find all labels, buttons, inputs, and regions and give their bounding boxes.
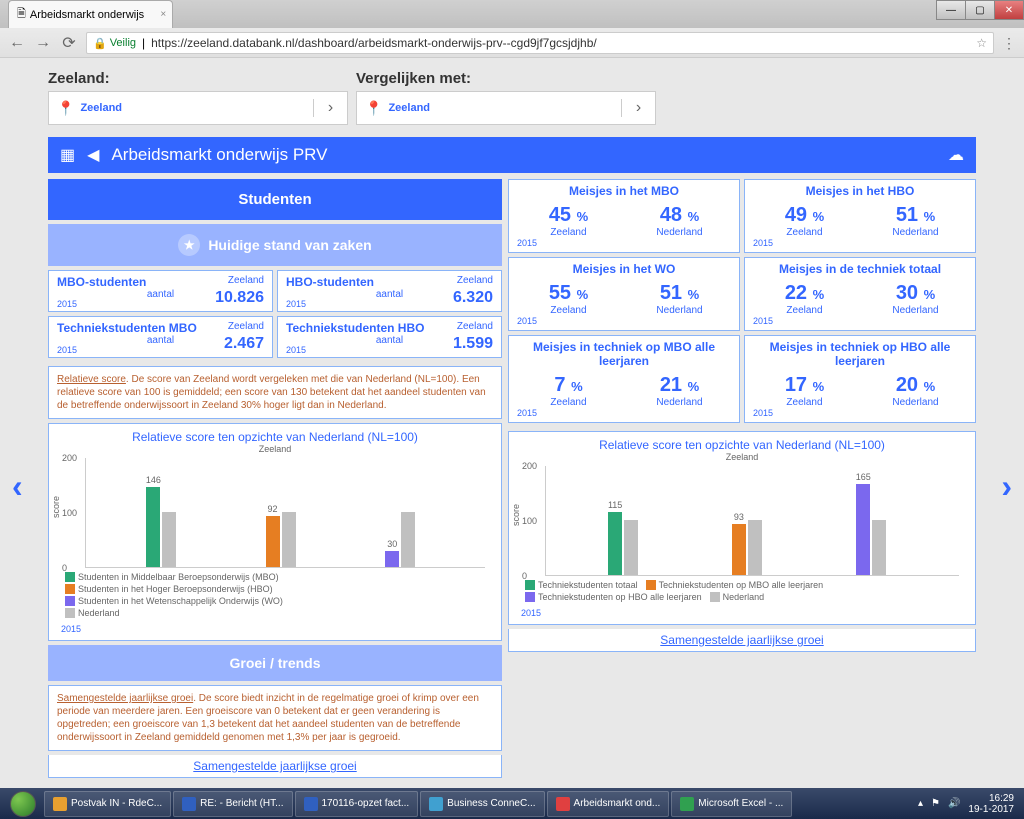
bar-group: 92 — [266, 512, 296, 567]
back-button[interactable]: ← — [8, 34, 26, 52]
bar-group: 115 — [608, 512, 638, 575]
section-banner-studenten: Studenten — [48, 179, 502, 220]
page-content: Zeeland: 📍Zeeland › Vergelijken met: 📍Ze… — [0, 58, 1024, 788]
chevron-right-icon[interactable]: › — [621, 99, 655, 117]
carousel-prev[interactable]: ‹ — [12, 468, 23, 505]
bar-group: 165 — [856, 484, 886, 575]
address-bar: ← → ⟳ 🔒 Veilig | https://zeeland.databan… — [0, 28, 1024, 58]
page-icon: 🗎 — [17, 5, 26, 24]
selector-label-right: Vergelijken met: — [356, 70, 656, 87]
taskbar: Postvak IN - RdeC...RE: - Bericht (HT...… — [0, 788, 1024, 819]
maximize-button[interactable]: ▢ — [965, 0, 995, 20]
tray-icon[interactable]: 🔊 — [948, 798, 960, 809]
forward-button[interactable]: → — [34, 34, 52, 52]
kpi-card[interactable]: Meisjes in het WO 55 %Zeeland 51 %Nederl… — [508, 257, 740, 331]
kpi-card[interactable]: Meisjes in techniek op MBO alle leerjare… — [508, 335, 740, 423]
link-samengestelde-right[interactable]: Samengestelde jaarlijkse groei — [508, 629, 976, 652]
tray-icon[interactable]: ▴ — [918, 798, 923, 809]
dashboard-title: Arbeidsmarkt onderwijs PRV — [111, 145, 327, 165]
bar-group: 146 — [146, 487, 176, 567]
section-banner-stand: ★ Huidige stand van zaken — [48, 224, 502, 266]
legend-item: Techniekstudenten op HBO alle leerjaren — [525, 592, 702, 602]
legend-item: Studenten in het Hoger Beroepsonderwijs … — [65, 584, 273, 594]
legend-item: Nederland — [65, 608, 120, 618]
stat-card[interactable]: HBO-studenten aantal Zeeland 6.320 2015 — [277, 270, 502, 312]
browser-tab[interactable]: 🗎 Arbeidsmarkt onderwijs × — [8, 0, 173, 28]
window-controls: — ▢ ✕ — [937, 0, 1024, 20]
dashboard-grid: Studenten ★ Huidige stand van zaken MBO-… — [48, 179, 976, 778]
minimize-button[interactable]: — — [936, 0, 966, 20]
chevron-right-icon[interactable]: › — [313, 99, 347, 117]
stat-card[interactable]: MBO-studenten aantal Zeeland 10.826 2015 — [48, 270, 273, 312]
taskbar-item[interactable]: 170116-opzet fact... — [295, 791, 419, 817]
bar-group: 30 — [385, 512, 415, 567]
legend-item: Studenten in het Wetenschappelijk Onderw… — [65, 596, 283, 606]
reload-button[interactable]: ⟳ — [60, 34, 78, 52]
secure-badge: 🔒 Veilig — [93, 37, 136, 50]
legend-item: Techniekstudenten op MBO alle leerjaren — [646, 580, 824, 590]
region-select-right[interactable]: 📍Zeeland › — [356, 91, 656, 125]
chart-relatieve-score-right: Relatieve score ten opzichte van Nederla… — [508, 431, 976, 625]
url-text: https://zeeland.databank.nl/dashboard/ar… — [151, 36, 597, 50]
tab-bar: 🗎 Arbeidsmarkt onderwijs × — ▢ ✕ — [0, 0, 1024, 28]
bar-group: 93 — [732, 520, 762, 575]
info-groei: Samengestelde jaarlijkse groei. De score… — [48, 685, 502, 751]
back-icon[interactable]: ◀ — [87, 145, 99, 165]
stat-card[interactable]: Techniekstudenten MBO aantal Zeeland 2.4… — [48, 316, 273, 358]
left-column: Studenten ★ Huidige stand van zaken MBO-… — [48, 179, 502, 778]
pin-icon: 📍 — [365, 100, 382, 117]
taskbar-item[interactable]: Microsoft Excel - ... — [671, 791, 792, 817]
link-samengestelde-left[interactable]: Samengestelde jaarlijkse groei — [48, 755, 502, 778]
start-button[interactable] — [4, 790, 42, 818]
info-relatieve-score: Relatieve score. De score van Zeeland wo… — [48, 366, 502, 419]
taskbar-item[interactable]: Arbeidsmarkt ond... — [547, 791, 670, 817]
tray-icon[interactable]: ⚑ — [931, 798, 940, 809]
kpi-card[interactable]: Meisjes in het MBO 45 %Zeeland 48 %Neder… — [508, 179, 740, 253]
close-icon[interactable]: × — [160, 9, 166, 20]
section-banner-groei: Groei / trends — [48, 645, 502, 681]
carousel-next[interactable]: › — [1001, 468, 1012, 505]
close-button[interactable]: ✕ — [994, 0, 1024, 20]
pin-icon: 📍 — [57, 100, 74, 117]
kpi-card[interactable]: Meisjes in de techniek totaal 22 %Zeelan… — [744, 257, 976, 331]
browser-chrome: 🗎 Arbeidsmarkt onderwijs × — ▢ ✕ ← → ⟳ 🔒… — [0, 0, 1024, 58]
tab-title: Arbeidsmarkt onderwijs — [30, 9, 144, 21]
kpi-card[interactable]: Meisjes in techniek op HBO alle leerjare… — [744, 335, 976, 423]
taskbar-item[interactable]: RE: - Bericht (HT... — [173, 791, 292, 817]
url-input[interactable]: 🔒 Veilig | https://zeeland.databank.nl/d… — [86, 32, 994, 54]
system-tray: ▴ ⚑ 🔊 16:29 19-1-2017 — [918, 793, 1020, 815]
download-icon[interactable]: ☁ — [948, 145, 964, 165]
legend-item: Techniekstudenten totaal — [525, 580, 638, 590]
stat-card[interactable]: Techniekstudenten HBO aantal Zeeland 1.5… — [277, 316, 502, 358]
dashboard-header: ▦ ◀ Arbeidsmarkt onderwijs PRV ☁ — [48, 137, 976, 173]
selector-label-left: Zeeland: — [48, 70, 348, 87]
clock-time: 16:29 — [968, 793, 1014, 804]
region-selectors: Zeeland: 📍Zeeland › Vergelijken met: 📍Ze… — [48, 70, 976, 125]
legend-item: Studenten in Middelbaar Beroepsonderwijs… — [65, 572, 279, 582]
legend-item: Nederland — [710, 592, 765, 602]
star-icon: ★ — [178, 234, 200, 256]
region-select-left[interactable]: 📍Zeeland › — [48, 91, 348, 125]
clock-date: 19-1-2017 — [968, 804, 1014, 815]
grid-icon[interactable]: ▦ — [60, 145, 75, 165]
bookmark-icon[interactable]: ☆ — [976, 36, 987, 50]
info-link[interactable]: Relatieve score — [57, 374, 126, 385]
taskbar-item[interactable]: Business ConneC... — [420, 791, 544, 817]
menu-button[interactable]: ⋮ — [1002, 35, 1016, 52]
info-link[interactable]: Samengestelde jaarlijkse groei — [57, 693, 193, 704]
taskbar-item[interactable]: Postvak IN - RdeC... — [44, 791, 171, 817]
kpi-card[interactable]: Meisjes in het HBO 49 %Zeeland 51 %Neder… — [744, 179, 976, 253]
right-column: Meisjes in het MBO 45 %Zeeland 48 %Neder… — [508, 179, 976, 778]
chart-relatieve-score-left: Relatieve score ten opzichte van Nederla… — [48, 423, 502, 641]
